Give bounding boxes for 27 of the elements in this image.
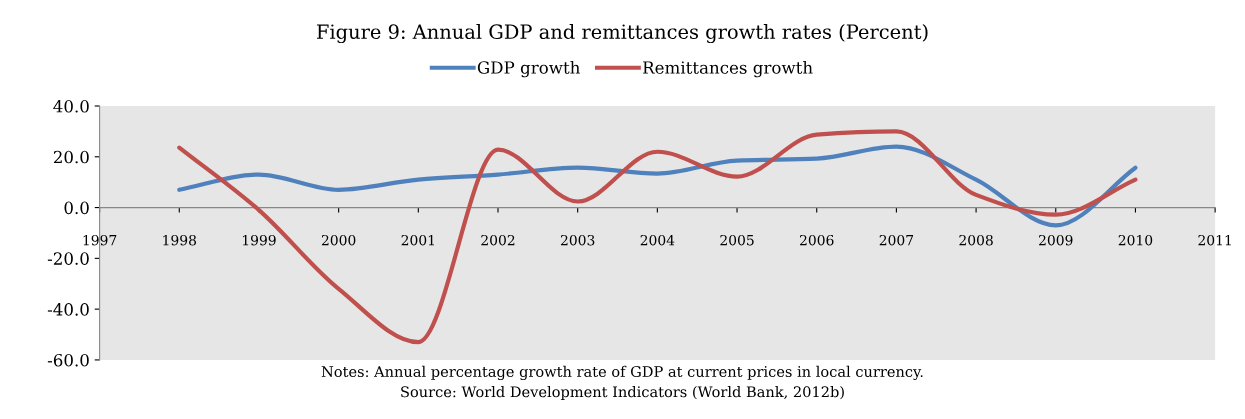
x-tick-label: 2005 (720, 234, 754, 246)
y-tick-label: 20.0 (53, 150, 89, 164)
legend-label: GDP growth (477, 60, 580, 78)
x-tick-label: 1999 (242, 234, 276, 246)
x-tick-label: 2002 (481, 234, 515, 246)
y-tick-label: -60.0 (47, 353, 89, 367)
x-tick-label: 2004 (640, 234, 675, 246)
legend-label: Remittances growth (643, 60, 813, 78)
text: Notes: Annual percentage growth rate of GDP at current prices in local currency. (321, 365, 923, 381)
y-tick-label: 0.0 (64, 201, 89, 215)
x-tick-label: 1997 (83, 234, 117, 246)
x-tick-label: 2008 (959, 234, 993, 246)
y-tick-label: 40.0 (53, 99, 89, 113)
x-tick-label: 2011 (1198, 234, 1231, 246)
source-note: Source: World Development Indicators (World Bank, 2012b) (401, 385, 844, 401)
x-tick-label: 2001 (401, 234, 435, 246)
x-tick-label: 2010 (1118, 234, 1153, 246)
x-tick-label: 1998 (163, 234, 197, 246)
x-tick-label: 2007 (879, 234, 914, 246)
y-tick-label: -20.0 (47, 252, 89, 265)
x-tick-label: 2009 (1039, 234, 1073, 246)
line-series (177, 144, 1138, 228)
chart-title: Figure 9: Annual GDP and remittances growth rates (Percent) (316, 23, 928, 44)
x-tick-label: 2006 (799, 234, 834, 246)
x-tick-label: 2000 (321, 234, 356, 246)
y-tick-label: -40.0 (47, 303, 89, 316)
x-tick-label: 2003 (560, 234, 595, 246)
